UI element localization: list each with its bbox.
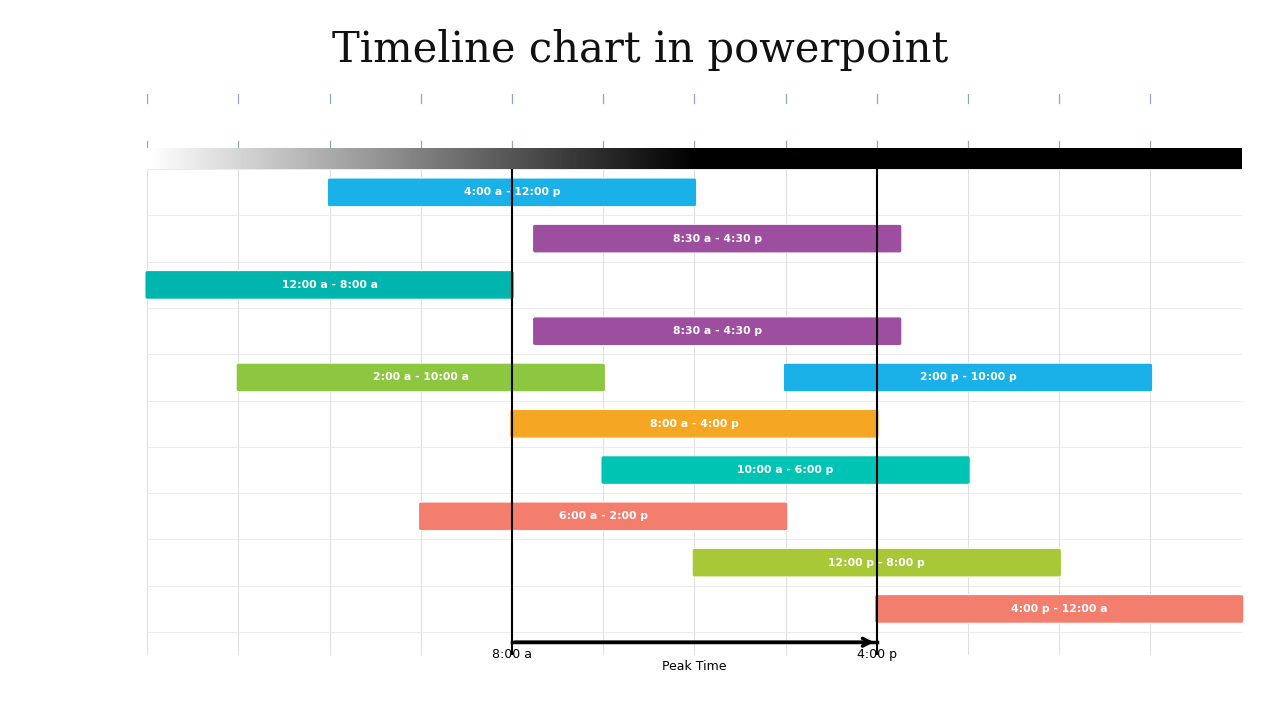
FancyBboxPatch shape bbox=[236, 363, 605, 392]
Text: 8:00 a - 4:00 p: 8:00 a - 4:00 p bbox=[650, 419, 739, 429]
Text: 8:30 a - 4:30 p: 8:30 a - 4:30 p bbox=[672, 326, 762, 336]
FancyBboxPatch shape bbox=[509, 410, 879, 438]
Text: 12:00 a - 8:00 a: 12:00 a - 8:00 a bbox=[282, 280, 378, 290]
Text: Timeline chart in powerpoint: Timeline chart in powerpoint bbox=[332, 29, 948, 71]
Text: 2:00 a - 10:00 a: 2:00 a - 10:00 a bbox=[372, 372, 468, 382]
Text: 12:00 p - 8:00 p: 12:00 p - 8:00 p bbox=[828, 557, 925, 567]
Text: 2:00 pm: 2:00 pm bbox=[762, 117, 810, 130]
Text: 2:00 p - 10:00 p: 2:00 p - 10:00 p bbox=[919, 372, 1016, 382]
FancyBboxPatch shape bbox=[783, 363, 1153, 392]
Text: 8:00 a: 8:00 a bbox=[492, 648, 532, 661]
FancyBboxPatch shape bbox=[419, 502, 788, 531]
FancyBboxPatch shape bbox=[692, 549, 1061, 577]
FancyBboxPatch shape bbox=[532, 225, 902, 253]
Text: 8:30 a - 4:30 p: 8:30 a - 4:30 p bbox=[672, 233, 762, 243]
Text: Peak Time: Peak Time bbox=[662, 660, 727, 672]
Text: 12:00 am: 12:00 am bbox=[119, 117, 175, 130]
FancyBboxPatch shape bbox=[328, 178, 696, 207]
Text: 10:00 am: 10:00 am bbox=[575, 117, 631, 130]
Text: 4:00 am: 4:00 am bbox=[305, 117, 355, 130]
Text: 6:00 a - 2:00 p: 6:00 a - 2:00 p bbox=[558, 511, 648, 521]
Text: 6:00 am: 6:00 am bbox=[397, 117, 445, 130]
FancyBboxPatch shape bbox=[532, 317, 902, 346]
Text: 4:00 pm: 4:00 pm bbox=[852, 117, 901, 130]
FancyBboxPatch shape bbox=[145, 271, 515, 300]
FancyBboxPatch shape bbox=[600, 456, 970, 485]
Text: 6:00 pm: 6:00 pm bbox=[943, 117, 992, 130]
Text: 10:00 pm: 10:00 pm bbox=[1123, 117, 1179, 130]
Text: 12:00 pm: 12:00 pm bbox=[666, 117, 723, 130]
Text: 8:00 pm: 8:00 pm bbox=[1034, 117, 1084, 130]
Text: 10:00 a - 6:00 p: 10:00 a - 6:00 p bbox=[737, 465, 833, 475]
Text: 4:00 a - 12:00 p: 4:00 a - 12:00 p bbox=[463, 187, 561, 197]
Text: 4:00 p: 4:00 p bbox=[856, 648, 897, 661]
Text: 4:00 p - 12:00 a: 4:00 p - 12:00 a bbox=[1011, 604, 1107, 614]
FancyBboxPatch shape bbox=[874, 595, 1244, 624]
Text: 2:00 am: 2:00 am bbox=[214, 117, 262, 130]
Text: 8:00 am: 8:00 am bbox=[488, 117, 536, 130]
